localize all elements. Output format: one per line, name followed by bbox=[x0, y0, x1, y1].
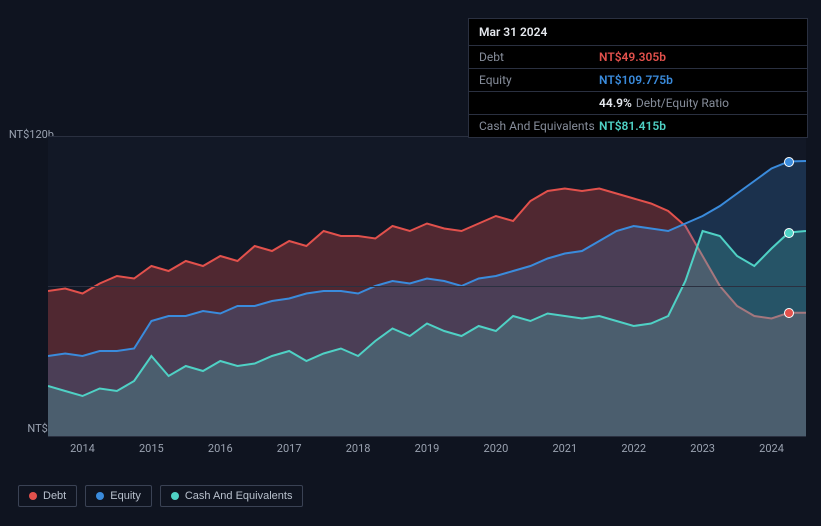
tooltip-row: DebtNT$49.305b bbox=[469, 46, 807, 69]
legend-dot-icon bbox=[96, 492, 104, 500]
legend-dot-icon bbox=[29, 492, 37, 500]
gridline bbox=[48, 436, 806, 437]
x-tick: 2019 bbox=[415, 442, 440, 455]
x-tick: 2017 bbox=[277, 442, 302, 455]
chart-area: NT$120b NT$0 201420152016201720182019202… bbox=[18, 120, 806, 475]
legend-item-cash-and-equivalents[interactable]: Cash And Equivalents bbox=[160, 485, 304, 507]
tooltip-row: Cash And EquivalentsNT$81.415b bbox=[469, 115, 807, 137]
legend-dot-icon bbox=[171, 492, 179, 500]
x-tick: 2020 bbox=[484, 442, 509, 455]
gridline bbox=[48, 286, 806, 287]
x-tick: 2016 bbox=[208, 442, 233, 455]
series-marker-equity bbox=[784, 157, 794, 167]
tooltip-row-label: Equity bbox=[479, 73, 599, 87]
x-tick: 2023 bbox=[690, 442, 715, 455]
chart-plot[interactable] bbox=[48, 136, 806, 436]
legend-label: Cash And Equivalents bbox=[185, 490, 293, 502]
legend-item-equity[interactable]: Equity bbox=[85, 485, 152, 507]
tooltip-row-value: NT$81.415b bbox=[599, 119, 666, 133]
x-tick: 2018 bbox=[346, 442, 371, 455]
tooltip-row: EquityNT$109.775b bbox=[469, 69, 807, 92]
chart-legend: Debt Equity Cash And Equivalents bbox=[18, 485, 303, 507]
chart-tooltip: Mar 31 2024 DebtNT$49.305bEquityNT$109.7… bbox=[468, 18, 808, 138]
tooltip-row: 44.9%Debt/Equity Ratio bbox=[469, 92, 807, 115]
tooltip-row-label bbox=[479, 96, 599, 110]
tooltip-row-value: NT$49.305b bbox=[599, 50, 666, 64]
legend-label: Debt bbox=[43, 490, 66, 502]
tooltip-ratio: 44.9%Debt/Equity Ratio bbox=[599, 96, 729, 110]
x-tick: 2015 bbox=[139, 442, 164, 455]
x-tick: 2021 bbox=[552, 442, 577, 455]
tooltip-row-label: Cash And Equivalents bbox=[479, 119, 599, 133]
tooltip-row-label: Debt bbox=[479, 50, 599, 64]
x-axis: 2014 2015 2016 2017 2018 2019 2020 2021 2022 2023… bbox=[48, 442, 806, 460]
tooltip-date: Mar 31 2024 bbox=[469, 19, 807, 46]
legend-item-debt[interactable]: Debt bbox=[18, 485, 77, 507]
tooltip-row-value: NT$109.775b bbox=[599, 73, 673, 87]
legend-label: Equity bbox=[110, 490, 141, 502]
x-tick: 2014 bbox=[70, 442, 95, 455]
x-tick: 2024 bbox=[759, 442, 784, 455]
series-marker-cash-and-equivalents bbox=[784, 228, 794, 238]
series-marker-debt bbox=[784, 308, 794, 318]
x-tick: 2022 bbox=[621, 442, 646, 455]
